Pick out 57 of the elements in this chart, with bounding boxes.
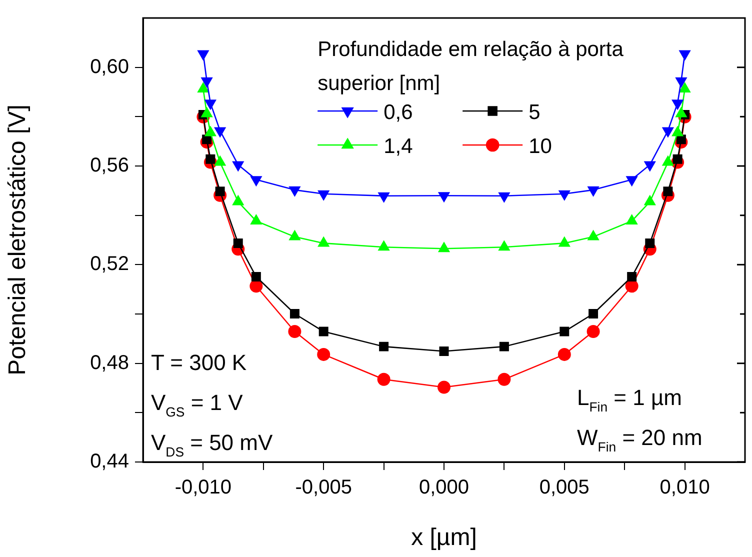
point [498, 192, 510, 202]
y-tick-label: 0,52 [90, 253, 129, 276]
point [318, 326, 328, 336]
point [675, 77, 687, 88]
point [251, 272, 261, 282]
point [439, 346, 449, 356]
point [289, 186, 300, 196]
legend-label: 1,4 [384, 135, 414, 158]
x-tick-label: 0,010 [660, 476, 710, 499]
annotation: T = 300 K [151, 350, 247, 375]
point [201, 77, 213, 88]
point [560, 326, 570, 336]
point [558, 190, 570, 200]
point [438, 192, 450, 202]
x-tick-label: -0,005 [295, 476, 352, 499]
point [288, 325, 302, 338]
legend-label: 10 [528, 135, 552, 158]
x-tick-label: 0,000 [418, 476, 470, 499]
point [644, 161, 656, 172]
point [588, 186, 599, 196]
point [317, 348, 330, 361]
point [498, 372, 511, 386]
point [250, 176, 262, 186]
point [645, 238, 655, 248]
point [625, 280, 638, 293]
point [318, 190, 330, 200]
legend-label: 0,6 [384, 101, 413, 124]
x-axis-title: x [µm] [411, 524, 477, 552]
y-tick-label: 0,56 [90, 154, 129, 177]
point [588, 309, 598, 318]
point [627, 272, 637, 282]
point [233, 238, 243, 248]
point [499, 342, 509, 352]
point [679, 50, 690, 60]
point [378, 192, 390, 202]
point [662, 127, 674, 138]
point [438, 380, 450, 394]
y-tick-label: 0,44 [90, 450, 129, 473]
y-axis-title: Potencial eletrostático [V] [4, 104, 32, 376]
point [232, 161, 244, 172]
point [214, 127, 226, 138]
point [626, 176, 638, 186]
point [586, 325, 600, 338]
y-tick-label: 0,48 [90, 352, 129, 374]
point [290, 309, 300, 318]
point [558, 348, 571, 361]
point [672, 100, 684, 110]
legend-title: Profundidade em relação à porta superior [nm] [318, 38, 624, 95]
point [204, 100, 216, 110]
legend-label: 5 [528, 101, 540, 124]
point [250, 280, 263, 293]
y-tick-label: 0,60 [90, 56, 129, 78]
point [198, 50, 209, 60]
x-tick-label: -0,010 [174, 476, 232, 499]
x-tick-label: 0,005 [539, 476, 590, 499]
point [377, 372, 390, 386]
point [379, 342, 389, 352]
